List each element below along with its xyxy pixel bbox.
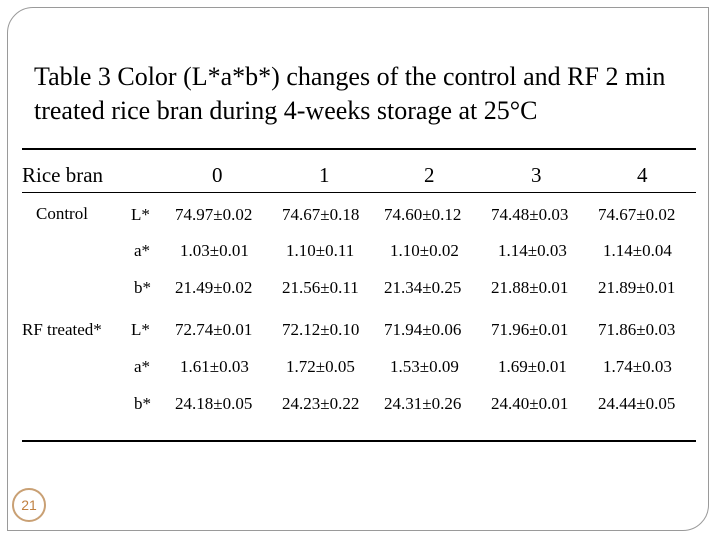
table-cell: 74.67±0.02 bbox=[598, 205, 676, 224]
table-header-rule bbox=[22, 192, 696, 193]
table-cell: 21.56±0.11 bbox=[282, 278, 359, 297]
table-cell: 1.61±0.03 bbox=[180, 357, 249, 376]
table-cell: 21.49±0.02 bbox=[175, 278, 253, 297]
param-label: a* bbox=[134, 357, 151, 376]
param-label: L* bbox=[131, 320, 150, 339]
table-cell: 1.10±0.11 bbox=[286, 241, 355, 260]
table-cell: 71.86±0.03 bbox=[598, 320, 676, 339]
table-cell: 1.53±0.09 bbox=[390, 357, 459, 376]
header-rice-bran: Rice bran bbox=[22, 163, 104, 187]
header-week-2: 2 bbox=[424, 163, 435, 187]
table-cell: 24.23±0.22 bbox=[282, 394, 360, 413]
header-week-4: 4 bbox=[637, 163, 648, 187]
table-cell: 1.14±0.03 bbox=[498, 241, 567, 260]
param-label: a* bbox=[134, 241, 151, 260]
table-cell: 72.74±0.01 bbox=[175, 320, 253, 339]
header-week-3: 3 bbox=[531, 163, 542, 187]
header-week-1: 1 bbox=[319, 163, 330, 187]
header-week-0: 0 bbox=[212, 163, 223, 187]
table-cell: 74.97±0.02 bbox=[175, 205, 253, 224]
table-cell: 21.88±0.01 bbox=[491, 278, 569, 297]
table-cell: 72.12±0.10 bbox=[282, 320, 360, 339]
param-label: b* bbox=[134, 278, 151, 297]
slide-frame bbox=[7, 7, 709, 531]
group-label-rf-treated: RF treated* bbox=[22, 320, 102, 339]
table-cell: 1.72±0.05 bbox=[286, 357, 355, 376]
table-cell: 71.96±0.01 bbox=[491, 320, 569, 339]
table-cell: 24.18±0.05 bbox=[175, 394, 253, 413]
table-cell: 74.67±0.18 bbox=[282, 205, 360, 224]
group-label-control: Control bbox=[36, 204, 88, 223]
param-label: b* bbox=[134, 394, 151, 413]
table-cell: 71.94±0.06 bbox=[384, 320, 462, 339]
table-cell: 24.40±0.01 bbox=[491, 394, 569, 413]
table-cell: 21.89±0.01 bbox=[598, 278, 676, 297]
table-cell: 1.69±0.01 bbox=[498, 357, 567, 376]
table-cell: 74.48±0.03 bbox=[491, 205, 569, 224]
table-cell: 24.31±0.26 bbox=[384, 394, 462, 413]
table-cell: 1.03±0.01 bbox=[180, 241, 249, 260]
table-top-rule bbox=[22, 148, 696, 150]
table-cell: 1.74±0.03 bbox=[603, 357, 672, 376]
page-number-badge: 21 bbox=[12, 488, 46, 522]
table-cell: 21.34±0.25 bbox=[384, 278, 462, 297]
table-bottom-rule bbox=[22, 440, 696, 442]
table-cell: 1.14±0.04 bbox=[603, 241, 672, 260]
slide-title: Table 3 Color (L*a*b*) changes of the co… bbox=[34, 62, 666, 125]
table-cell: 1.10±0.02 bbox=[390, 241, 459, 260]
table-cell: 74.60±0.12 bbox=[384, 205, 462, 224]
param-label: L* bbox=[131, 205, 150, 224]
table-cell: 24.44±0.05 bbox=[598, 394, 676, 413]
